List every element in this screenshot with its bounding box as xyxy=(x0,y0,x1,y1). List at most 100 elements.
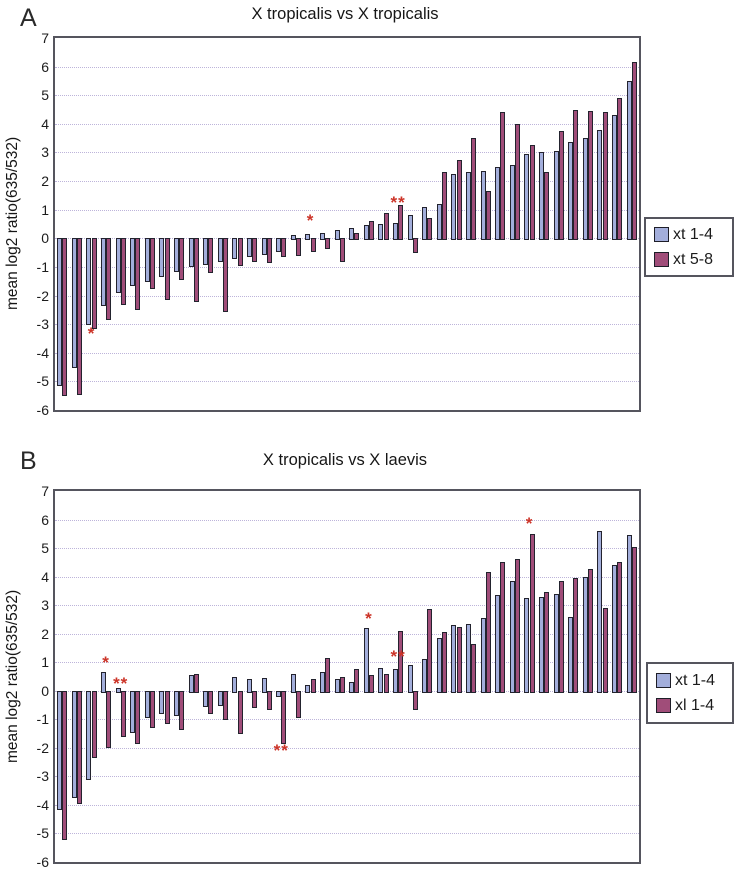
y-tick-label: 7 xyxy=(41,30,49,46)
bar-xt1-4 xyxy=(495,166,501,241)
bar-xt1-4 xyxy=(203,238,209,265)
bar-xt1-4 xyxy=(597,129,603,241)
bar-xt1-4 xyxy=(320,232,325,241)
bar-xl1-4 xyxy=(412,690,418,710)
bar-xt1-4 xyxy=(217,690,223,706)
bar-xt5-8 xyxy=(120,238,126,305)
bar-xl1-4 xyxy=(631,546,637,693)
panel-b-letter: B xyxy=(20,447,37,475)
panel-a-plot: 7 6 5 4 3 2 1 0 -1 -2 -3 -4 -5 -6 * * ** xyxy=(37,30,641,418)
bar-xt5-8 xyxy=(266,238,272,264)
bar-xt5-8 xyxy=(383,212,389,241)
bar-xl1-4 xyxy=(193,673,199,693)
bar-xl1-4 xyxy=(296,690,301,719)
significance-asterisk: ** xyxy=(113,674,129,694)
bar-xt1-4 xyxy=(144,238,150,282)
bar-xl1-4 xyxy=(515,559,520,693)
bar-xt5-8 xyxy=(500,112,506,241)
bar-xl1-4 xyxy=(602,608,608,693)
bar-xt5-8 xyxy=(544,172,550,241)
bar-xt1-4 xyxy=(290,235,296,241)
bar-xt1-4 xyxy=(57,238,63,387)
bar-xt1-4 xyxy=(86,690,92,780)
bar-xt1-4 xyxy=(582,576,588,693)
y-tick-label: 7 xyxy=(41,483,49,499)
bar-xt1-4 xyxy=(553,151,559,241)
bar-xt1-4 xyxy=(451,625,457,693)
gridline xyxy=(55,123,639,125)
bar-xl1-4 xyxy=(237,690,243,735)
bar-xt1-4 xyxy=(276,238,282,252)
significance-asterisk: ** xyxy=(273,740,289,760)
y-tick-label: -5 xyxy=(36,825,49,842)
gridline xyxy=(55,295,639,297)
y-tick-label: 4 xyxy=(41,115,49,132)
bar-xt1-4 xyxy=(115,238,121,294)
bar-xt5-8 xyxy=(398,205,404,241)
bar-xt5-8 xyxy=(223,238,228,312)
gridline xyxy=(55,633,639,635)
gridline xyxy=(55,209,639,211)
legend-entry: xl 1-4 xyxy=(656,697,732,715)
bar-xt1-4 xyxy=(539,596,544,693)
y-tick-label: 5 xyxy=(41,87,49,104)
bar-xl1-4 xyxy=(471,643,477,693)
bar-xt1-4 xyxy=(247,679,252,693)
bar-xt1-4 xyxy=(524,153,530,241)
bar-xt5-8 xyxy=(252,238,258,262)
gridline xyxy=(55,776,639,778)
bar-xt5-8 xyxy=(471,138,477,241)
gridline xyxy=(55,266,639,268)
y-tick-label: -4 xyxy=(36,796,49,813)
bar-xt1-4 xyxy=(334,229,340,241)
y-tick-label: -6 xyxy=(36,402,49,418)
bar-xt1-4 xyxy=(524,598,530,693)
bar-xt5-8 xyxy=(62,238,68,397)
bar-xt5-8 xyxy=(91,238,97,329)
bar-xt5-8 xyxy=(631,62,637,241)
bar-xt5-8 xyxy=(354,232,360,241)
bar-xt5-8 xyxy=(164,238,170,301)
bar-xt1-4 xyxy=(422,206,428,241)
bar-xt1-4 xyxy=(539,152,544,241)
bar-xl1-4 xyxy=(310,679,316,693)
bar-xt1-4 xyxy=(130,238,136,287)
bar-xt1-4 xyxy=(188,675,194,693)
bar-xl1-4 xyxy=(62,690,68,840)
gridline xyxy=(55,352,639,354)
bar-xt1-4 xyxy=(174,238,179,272)
bar-xl1-4 xyxy=(573,578,579,693)
bar-xl1-4 xyxy=(281,690,287,745)
legend-label: xt 1-4 xyxy=(675,671,716,689)
bar-xt1-4 xyxy=(582,138,588,241)
significance-asterisk: * xyxy=(306,211,315,231)
bar-xt1-4 xyxy=(626,80,632,241)
bar-xt1-4 xyxy=(247,238,252,258)
y-tick-label: 2 xyxy=(41,173,49,190)
bar-xl1-4 xyxy=(544,592,550,693)
bar-xt5-8 xyxy=(369,221,374,241)
bar-xt1-4 xyxy=(57,690,63,810)
bar-xl1-4 xyxy=(77,690,82,805)
bar-xt1-4 xyxy=(305,685,311,693)
bar-xl1-4 xyxy=(91,690,97,759)
bar-xl1-4 xyxy=(179,690,185,730)
bar-xt1-4 xyxy=(115,687,121,693)
bar-xt1-4 xyxy=(612,565,617,693)
y-tick-label: 0 xyxy=(41,230,49,247)
bar-xt1-4 xyxy=(276,690,282,698)
bar-xt5-8 xyxy=(77,238,82,395)
bar-xt1-4 xyxy=(363,627,369,693)
bar-xl1-4 xyxy=(369,675,374,693)
bar-xt1-4 xyxy=(101,672,106,693)
bar-xt1-4 xyxy=(363,225,369,241)
bar-xt1-4 xyxy=(568,616,574,693)
bar-xl1-4 xyxy=(383,673,389,693)
bar-xl1-4 xyxy=(120,690,126,737)
bar-xl1-4 xyxy=(325,657,331,693)
bar-xl1-4 xyxy=(427,609,433,693)
panel-b-title: X tropicalis vs X laevis xyxy=(262,451,428,469)
y-tick-label: -3 xyxy=(36,768,49,785)
bar-xl1-4 xyxy=(529,533,535,693)
